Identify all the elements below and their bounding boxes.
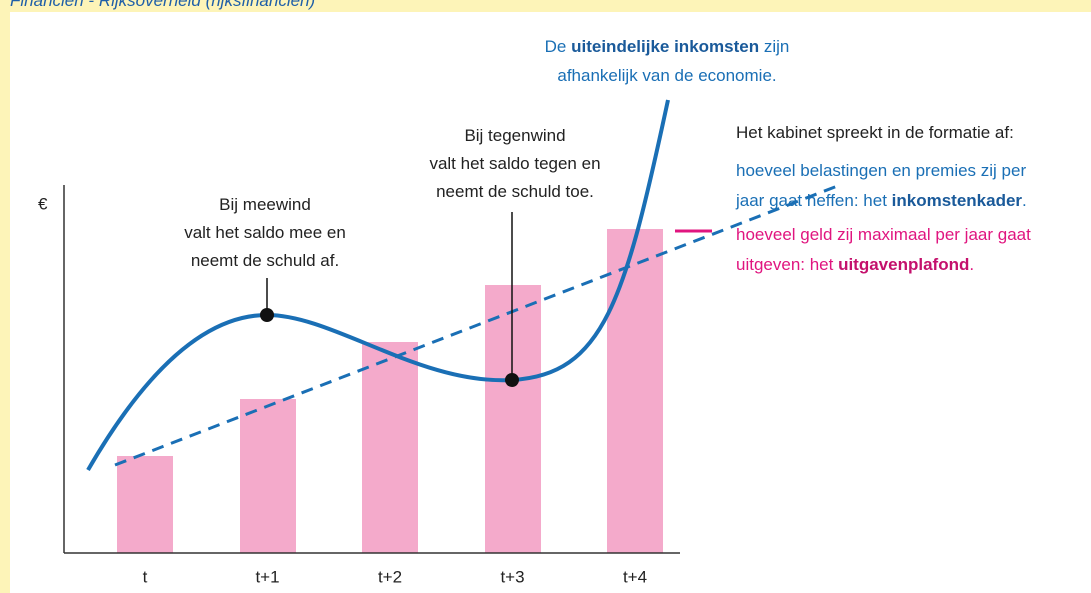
text: Bij tegenwind <box>464 126 565 145</box>
x-label: t <box>143 567 148 586</box>
panel <box>10 12 1091 593</box>
text-line: Het kabinet spreekt in de formatie af: <box>736 123 1014 142</box>
diagram: € t t+1 t+2 t+3 t+4 Bij meewind valt het saldo… <box>10 12 1091 593</box>
text-line: afhankelijk van de economie. <box>557 66 776 85</box>
bold-text: uitgavenplafond <box>838 255 969 274</box>
text-line: uitgeven: het uitgavenplafond. <box>736 255 974 274</box>
text: valt het saldo mee en <box>184 223 346 242</box>
text: uitgeven: het <box>736 255 838 274</box>
text-line: neemt de schuld af. <box>191 251 339 270</box>
text-line: jaar gaat heffen: het inkomstenkader. <box>735 191 1027 210</box>
y-axis-label: € <box>38 194 48 213</box>
bold-text: uiteindelijke inkomsten <box>571 37 759 56</box>
curve <box>86 99 670 472</box>
x-label: t+4 <box>623 567 647 586</box>
header-title: Financiën - Rijksoverheid (rijksfinancië… <box>10 0 316 10</box>
bar <box>485 285 541 553</box>
dot <box>505 373 519 387</box>
text: neemt de schuld toe. <box>436 182 594 201</box>
bars <box>117 229 663 553</box>
text: Het kabinet spreekt in de formatie af: <box>736 123 1014 142</box>
text: hoeveel geld zij maximaal per jaar gaat <box>736 225 1031 244</box>
text-line: valt het saldo mee en <box>184 223 346 242</box>
x-label: t+1 <box>255 567 279 586</box>
text-line: hoeveel geld zij maximaal per jaar gaat <box>736 225 1031 244</box>
text: neemt de schuld af. <box>191 251 339 270</box>
bar <box>362 342 418 553</box>
text: . <box>969 255 974 274</box>
text-line: Bij meewind <box>219 195 311 214</box>
dashed-line <box>114 183 841 467</box>
bar <box>607 229 663 553</box>
text: jaar gaat heffen: het <box>735 191 892 210</box>
text: Bij meewind <box>219 195 311 214</box>
x-label: t+2 <box>378 567 402 586</box>
text-line: hoeveel belastingen en premies zij per <box>736 161 1026 180</box>
bar <box>117 456 173 553</box>
text: De <box>545 37 571 56</box>
text-line: valt het saldo tegen en <box>429 154 600 173</box>
text-line: neemt de schuld toe. <box>436 182 594 201</box>
text-line: Bij tegenwind <box>464 126 565 145</box>
bold-text: inkomstenkader <box>892 191 1023 210</box>
text-line: De uiteindelijke inkomsten zijn <box>545 37 790 56</box>
text: . <box>1022 191 1027 210</box>
text: valt het saldo tegen en <box>429 154 600 173</box>
x-label: t+3 <box>500 567 524 586</box>
text: afhankelijk van de economie. <box>557 66 776 85</box>
text: zijn <box>759 37 789 56</box>
text: hoeveel belastingen en premies zij per <box>736 161 1026 180</box>
dot <box>260 308 274 322</box>
bar <box>240 399 296 553</box>
